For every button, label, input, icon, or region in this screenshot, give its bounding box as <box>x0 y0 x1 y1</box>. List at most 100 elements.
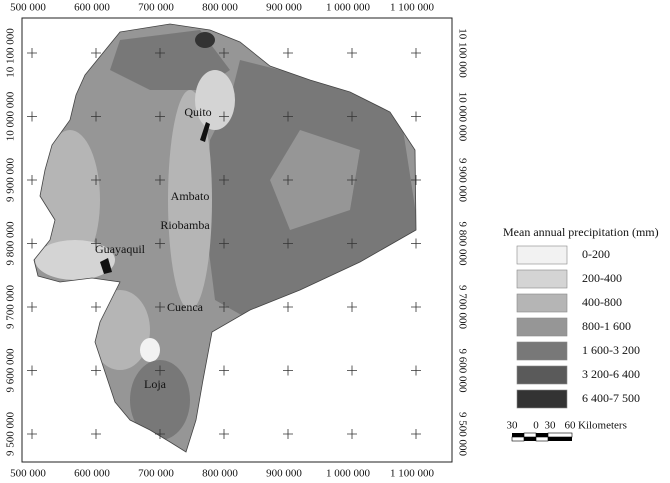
x-tick-label: 900 000 <box>266 468 302 480</box>
x-tick-label: 700 000 <box>138 468 174 480</box>
grid-cross <box>155 302 165 312</box>
grid-cross <box>155 365 165 376</box>
y-tick-label: 9 600 000 <box>5 348 17 393</box>
grid-cross <box>155 111 165 122</box>
y-tick-label: 9 900 000 <box>456 158 468 203</box>
x-tick-label: 700 000 <box>138 2 174 14</box>
grid-cross <box>347 429 357 439</box>
y-tick-label: 10 000 000 <box>456 92 468 142</box>
grid-cross <box>27 238 37 249</box>
x-tick-label: 1 000 000 <box>326 468 371 480</box>
scale-label: 60 <box>565 420 577 432</box>
legend-label: 0-200 <box>582 247 610 261</box>
grid-cross <box>27 429 37 439</box>
grid-cross <box>411 175 421 185</box>
x-tick-label: 600 000 <box>74 468 110 480</box>
y-tick-label: 9 800 000 <box>456 222 468 267</box>
grid-cross <box>91 175 101 185</box>
grid-cross <box>283 365 293 376</box>
scale-label: 30 <box>545 420 557 432</box>
grid-cross <box>347 365 357 376</box>
grid-cross <box>219 175 229 185</box>
city-label: Guayaquil <box>95 242 146 256</box>
y-tick-label: 9 900 000 <box>5 158 17 203</box>
legend-label: 3 200-6 400 <box>582 367 640 381</box>
x-tick-label: 1 100 000 <box>390 468 435 480</box>
grid-cross <box>283 48 293 58</box>
grid-cross <box>219 111 229 122</box>
grid-cross <box>155 238 165 249</box>
grid-cross <box>219 365 229 376</box>
legend-swatch <box>516 293 568 313</box>
grid-cross <box>411 238 421 249</box>
scale-unit: Kilometers <box>578 420 627 432</box>
grid-cross <box>411 429 421 439</box>
grid-cross <box>219 48 229 58</box>
grid-cross <box>27 48 37 58</box>
x-tick-label: 500 000 <box>10 468 46 480</box>
grid-cross <box>91 111 101 122</box>
legend-swatch <box>516 341 568 361</box>
grid-cross <box>27 365 37 376</box>
city-label: Riobamba <box>160 218 210 232</box>
y-tick-label: 9 500 000 <box>5 412 17 457</box>
grid-cross <box>219 429 229 439</box>
x-tick-label: 800 000 <box>202 468 238 480</box>
legend-label: 6 400-7 500 <box>582 391 640 405</box>
x-tick-label: 900 000 <box>266 2 302 14</box>
grid-cross <box>411 365 421 376</box>
x-tick-label: 500 000 <box>10 2 46 14</box>
grid-cross <box>283 302 293 312</box>
x-tick-label: 1 000 000 <box>326 2 371 14</box>
legend-label: 200-400 <box>582 271 622 285</box>
y-tick-label: 9 600 000 <box>456 349 468 394</box>
grid-cross <box>347 238 357 249</box>
legend: Mean annual precipitation (mm) 0-200 200-… <box>503 225 659 409</box>
legend-label: 1 600-3 200 <box>582 343 640 357</box>
grid-cross <box>347 302 357 312</box>
grid-cross <box>411 48 421 58</box>
city-label: Quito <box>184 105 211 119</box>
scale-label: 30 <box>507 420 519 432</box>
city-labels: Quito Ambato Riobamba Guayaquil Cuenca Loja <box>95 105 212 391</box>
grid-cross <box>155 175 165 185</box>
city-label: Ambato <box>171 189 210 203</box>
legend-swatch <box>516 269 568 289</box>
scale-label: 0 <box>533 420 539 432</box>
grid-cross <box>219 238 229 249</box>
grid-cross <box>347 48 357 58</box>
legend-title: Mean annual precipitation (mm) <box>503 225 659 239</box>
legend-swatch <box>516 389 568 409</box>
y-tick-label: 10 100 000 <box>456 28 468 78</box>
legend-swatch <box>516 317 568 337</box>
grid-cross <box>91 365 101 376</box>
city-label: Cuenca <box>167 300 204 314</box>
grid-cross <box>411 302 421 312</box>
y-tick-label: 10 000 000 <box>5 91 17 141</box>
grid-cross <box>283 111 293 122</box>
legend-swatch <box>516 365 568 385</box>
grid-cross <box>27 175 37 185</box>
grid-cross <box>27 111 37 122</box>
y-tick-label: 9 700 000 <box>456 285 468 330</box>
x-tick-label: 1 100 000 <box>390 2 435 14</box>
grid-cross <box>283 175 293 185</box>
grid-cross <box>411 111 421 122</box>
grid-cross <box>155 429 165 439</box>
legend-label: 400-800 <box>582 295 622 309</box>
x-tick-label: 800 000 <box>202 2 238 14</box>
y-tick-label: 9 800 000 <box>5 221 17 266</box>
coordinate-grid: 500 000 500 000 600 000 600 000 700 000 700 0… <box>5 2 469 480</box>
scale-bar: 30 0 30 60 Kilometers <box>507 420 627 442</box>
grid-cross <box>283 238 293 249</box>
grid-cross <box>155 48 165 58</box>
grid-cross <box>91 238 101 249</box>
legend-label: 800-1 600 <box>582 319 631 333</box>
city-label: Loja <box>144 377 167 391</box>
grid-cross <box>91 48 101 58</box>
grid-cross <box>347 111 357 122</box>
grid-cross <box>283 429 293 439</box>
x-tick-label: 600 000 <box>74 2 110 14</box>
country-outline <box>33 23 417 453</box>
